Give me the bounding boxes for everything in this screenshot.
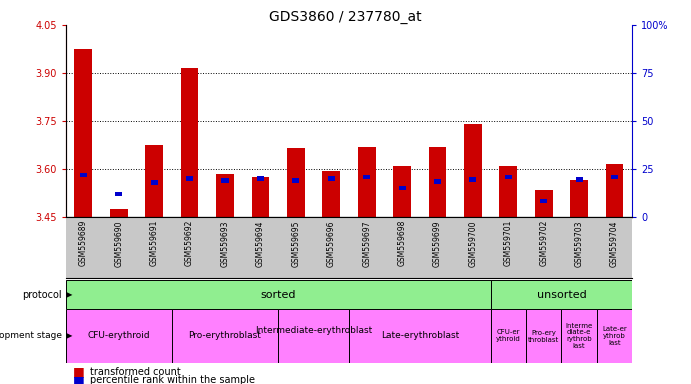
Bar bbox=[79, 173, 87, 177]
Text: GSM559693: GSM559693 bbox=[220, 220, 229, 266]
Bar bbox=[611, 175, 618, 179]
Bar bbox=[504, 175, 512, 179]
Text: GSM559698: GSM559698 bbox=[397, 220, 406, 266]
Bar bbox=[349, 309, 491, 363]
Bar bbox=[151, 180, 158, 185]
Bar bbox=[561, 309, 597, 363]
Text: Interme
diate-e
rythrob
last: Interme diate-e rythrob last bbox=[565, 323, 593, 349]
Text: GSM559704: GSM559704 bbox=[610, 220, 619, 266]
Text: Late-erythroblast: Late-erythroblast bbox=[381, 331, 459, 341]
Text: GSM559699: GSM559699 bbox=[433, 220, 442, 266]
Bar bbox=[363, 175, 370, 179]
Bar bbox=[323, 170, 340, 217]
Text: development stage: development stage bbox=[0, 331, 62, 341]
Bar bbox=[252, 177, 269, 217]
Text: GSM559702: GSM559702 bbox=[539, 220, 548, 266]
Text: GSM559689: GSM559689 bbox=[79, 220, 88, 266]
Text: ■: ■ bbox=[73, 365, 84, 378]
Bar bbox=[393, 166, 411, 217]
Bar bbox=[399, 186, 406, 190]
Text: GSM559692: GSM559692 bbox=[185, 220, 194, 266]
Text: Pro-ery
throblast: Pro-ery throblast bbox=[528, 329, 559, 343]
Text: GSM559690: GSM559690 bbox=[114, 220, 123, 266]
Bar bbox=[66, 280, 491, 309]
Text: GSM559697: GSM559697 bbox=[362, 220, 371, 266]
Text: ▶: ▶ bbox=[66, 290, 73, 299]
Bar bbox=[597, 309, 632, 363]
Text: GSM559696: GSM559696 bbox=[327, 220, 336, 266]
Bar bbox=[278, 309, 349, 363]
Bar bbox=[216, 174, 234, 217]
Text: GSM559695: GSM559695 bbox=[292, 220, 301, 266]
Bar bbox=[181, 68, 198, 217]
Bar bbox=[434, 179, 441, 184]
Text: protocol: protocol bbox=[23, 290, 62, 300]
Bar bbox=[469, 177, 477, 182]
Bar bbox=[257, 177, 264, 181]
Text: ▶: ▶ bbox=[66, 331, 73, 341]
Bar bbox=[186, 177, 193, 181]
Bar bbox=[75, 49, 92, 217]
Bar bbox=[115, 192, 122, 196]
Bar bbox=[576, 177, 583, 182]
Bar bbox=[540, 199, 547, 203]
Text: sorted: sorted bbox=[261, 290, 296, 300]
Text: GSM559700: GSM559700 bbox=[468, 220, 477, 266]
Bar bbox=[535, 190, 553, 217]
Bar bbox=[500, 166, 517, 217]
Bar bbox=[328, 177, 334, 181]
Bar bbox=[491, 280, 632, 309]
Bar bbox=[110, 209, 128, 217]
Bar bbox=[292, 179, 299, 183]
Text: GDS3860 / 237780_at: GDS3860 / 237780_at bbox=[269, 10, 422, 23]
Text: unsorted: unsorted bbox=[537, 290, 586, 300]
Text: GSM559701: GSM559701 bbox=[504, 220, 513, 266]
Bar bbox=[570, 180, 588, 217]
Text: CFU-erythroid: CFU-erythroid bbox=[88, 331, 150, 341]
Text: GSM559691: GSM559691 bbox=[150, 220, 159, 266]
Text: ■: ■ bbox=[73, 374, 84, 384]
Bar bbox=[606, 164, 623, 217]
Text: percentile rank within the sample: percentile rank within the sample bbox=[90, 375, 255, 384]
Bar bbox=[526, 309, 562, 363]
Text: transformed count: transformed count bbox=[90, 367, 180, 377]
Text: Pro-erythroblast: Pro-erythroblast bbox=[189, 331, 261, 341]
Bar bbox=[358, 147, 375, 217]
Bar bbox=[464, 124, 482, 217]
Bar bbox=[66, 309, 172, 363]
Text: Intermediate-erythroblast: Intermediate-erythroblast bbox=[255, 326, 372, 346]
Text: GSM559703: GSM559703 bbox=[575, 220, 584, 266]
Bar bbox=[428, 147, 446, 217]
Bar bbox=[221, 179, 229, 183]
Bar bbox=[172, 309, 278, 363]
Bar bbox=[287, 148, 305, 217]
Bar bbox=[145, 145, 163, 217]
Text: CFU-er
ythroid: CFU-er ythroid bbox=[496, 329, 521, 343]
Bar bbox=[491, 309, 526, 363]
Text: GSM559694: GSM559694 bbox=[256, 220, 265, 266]
Text: Late-er
ythrob
last: Late-er ythrob last bbox=[602, 326, 627, 346]
